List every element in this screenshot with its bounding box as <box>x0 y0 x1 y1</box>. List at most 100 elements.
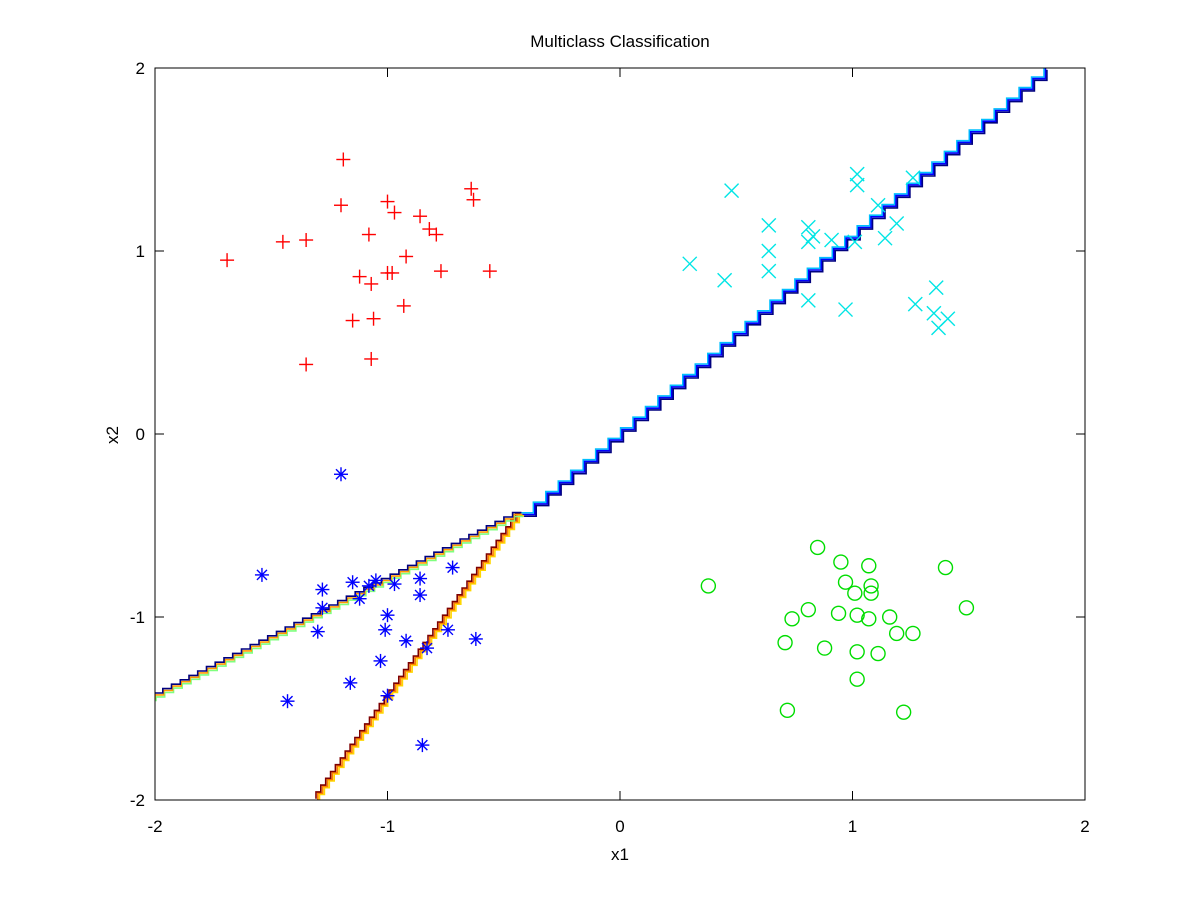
star-b <box>256 569 268 581</box>
x-b <box>761 243 777 259</box>
circle-ring <box>779 702 796 719</box>
circle-ring <box>863 578 879 594</box>
series-3-point-21 <box>870 645 886 662</box>
x-axis-label: x1 <box>611 845 629 864</box>
circle-ring <box>882 609 898 625</box>
series-2-point-17 <box>468 631 483 646</box>
series-3-point-8 <box>863 585 879 601</box>
y-tick-label: -2 <box>130 791 145 810</box>
series-1-point-18 <box>838 302 854 318</box>
series-1-point-4 <box>870 197 886 213</box>
series-1-point-7 <box>800 219 816 235</box>
series-2-point-2 <box>315 582 330 597</box>
star-b <box>316 584 328 596</box>
series-0-point-6 <box>466 192 481 207</box>
star-b <box>370 574 382 586</box>
x-b <box>889 216 905 232</box>
series-2-point-14 <box>378 622 393 637</box>
x-b <box>926 305 942 321</box>
circle-ring <box>849 607 865 623</box>
x-tick-label: 2 <box>1080 817 1089 836</box>
series-1-point-21 <box>926 305 942 321</box>
x-tick-label: 0 <box>615 817 624 836</box>
x-b <box>905 170 921 186</box>
circle-ring <box>888 625 905 642</box>
series-0-point-17 <box>433 264 448 279</box>
series-2-point-19 <box>373 653 388 668</box>
series-2-point-8 <box>445 560 460 575</box>
series-2-point-4 <box>361 578 376 593</box>
star-b <box>375 655 387 667</box>
x-tick-label: -2 <box>147 817 162 836</box>
x-b <box>849 166 865 182</box>
star-b <box>388 578 400 590</box>
y-tick-label: 2 <box>136 59 145 78</box>
boundary-1-line-0 <box>318 515 525 800</box>
decision-boundaries <box>155 68 1048 800</box>
x-b <box>724 183 740 199</box>
circle-ring <box>937 559 954 576</box>
circle-ring <box>800 601 817 618</box>
series-0-point-3 <box>387 205 402 220</box>
series-1-point-3 <box>724 183 740 199</box>
series-0-point-10 <box>422 222 437 237</box>
series-0-point-23 <box>364 351 379 366</box>
series-3-point-23 <box>779 702 796 719</box>
circle-ring <box>958 600 975 616</box>
star-b <box>400 635 412 647</box>
star-b <box>382 690 393 702</box>
boundary-2-line-1 <box>155 513 523 700</box>
series-2-point-1 <box>254 567 269 582</box>
circle-ring <box>700 578 717 594</box>
series-3-point-1 <box>833 554 849 570</box>
star-b <box>363 580 375 592</box>
series-2-point-22 <box>280 694 295 709</box>
x-b <box>761 263 777 279</box>
series-3-point-16 <box>888 625 905 642</box>
circle-ring <box>863 585 879 601</box>
star-b <box>316 602 328 614</box>
axes: -2 -1 0 1 2 -2 -1 0 1 2 <box>130 59 1090 836</box>
series-1-point-13 <box>761 243 777 259</box>
series-3-point-13 <box>861 611 877 627</box>
x-b <box>907 296 923 312</box>
series-1-point-1 <box>849 177 865 193</box>
series-0-point-11 <box>429 227 444 242</box>
x-b <box>849 177 865 193</box>
boundary-2-line-2 <box>155 511 522 694</box>
series-2-point-5 <box>368 573 383 588</box>
series-0-point-7 <box>275 234 290 249</box>
x-tick-label: 1 <box>848 817 857 836</box>
y-tick-label: 0 <box>136 425 145 444</box>
series-1-point-15 <box>761 263 777 279</box>
series-0-point-18 <box>482 264 497 279</box>
series-2-point-21 <box>380 688 395 703</box>
series-3-point-15 <box>784 611 800 627</box>
star-b <box>414 589 426 601</box>
data-points <box>220 152 975 753</box>
star-b <box>379 624 391 636</box>
series-0-point-24 <box>299 357 314 372</box>
series-0-point-14 <box>352 269 367 284</box>
series-2-point-18 <box>420 641 435 656</box>
x-b <box>847 234 863 250</box>
series-3-point-3 <box>937 559 954 576</box>
x-b <box>717 272 733 288</box>
series-1-point-5 <box>889 216 905 232</box>
star-b <box>414 573 426 585</box>
series-1-point-11 <box>847 234 863 250</box>
circle-ring <box>837 574 854 590</box>
star-b <box>382 609 393 621</box>
circle-ring <box>905 625 921 642</box>
series-1-point-9 <box>800 234 816 250</box>
series-2-point-10 <box>315 600 330 615</box>
star-b <box>421 642 433 654</box>
circle-ring <box>830 605 847 622</box>
series-1-point-14 <box>682 256 698 272</box>
x-b <box>931 320 947 336</box>
series-2-point-0 <box>334 467 348 482</box>
y-tick-label: -1 <box>130 608 145 627</box>
series-0-point-12 <box>220 253 235 268</box>
star-b <box>347 576 359 588</box>
series-0-point-21 <box>345 313 360 328</box>
